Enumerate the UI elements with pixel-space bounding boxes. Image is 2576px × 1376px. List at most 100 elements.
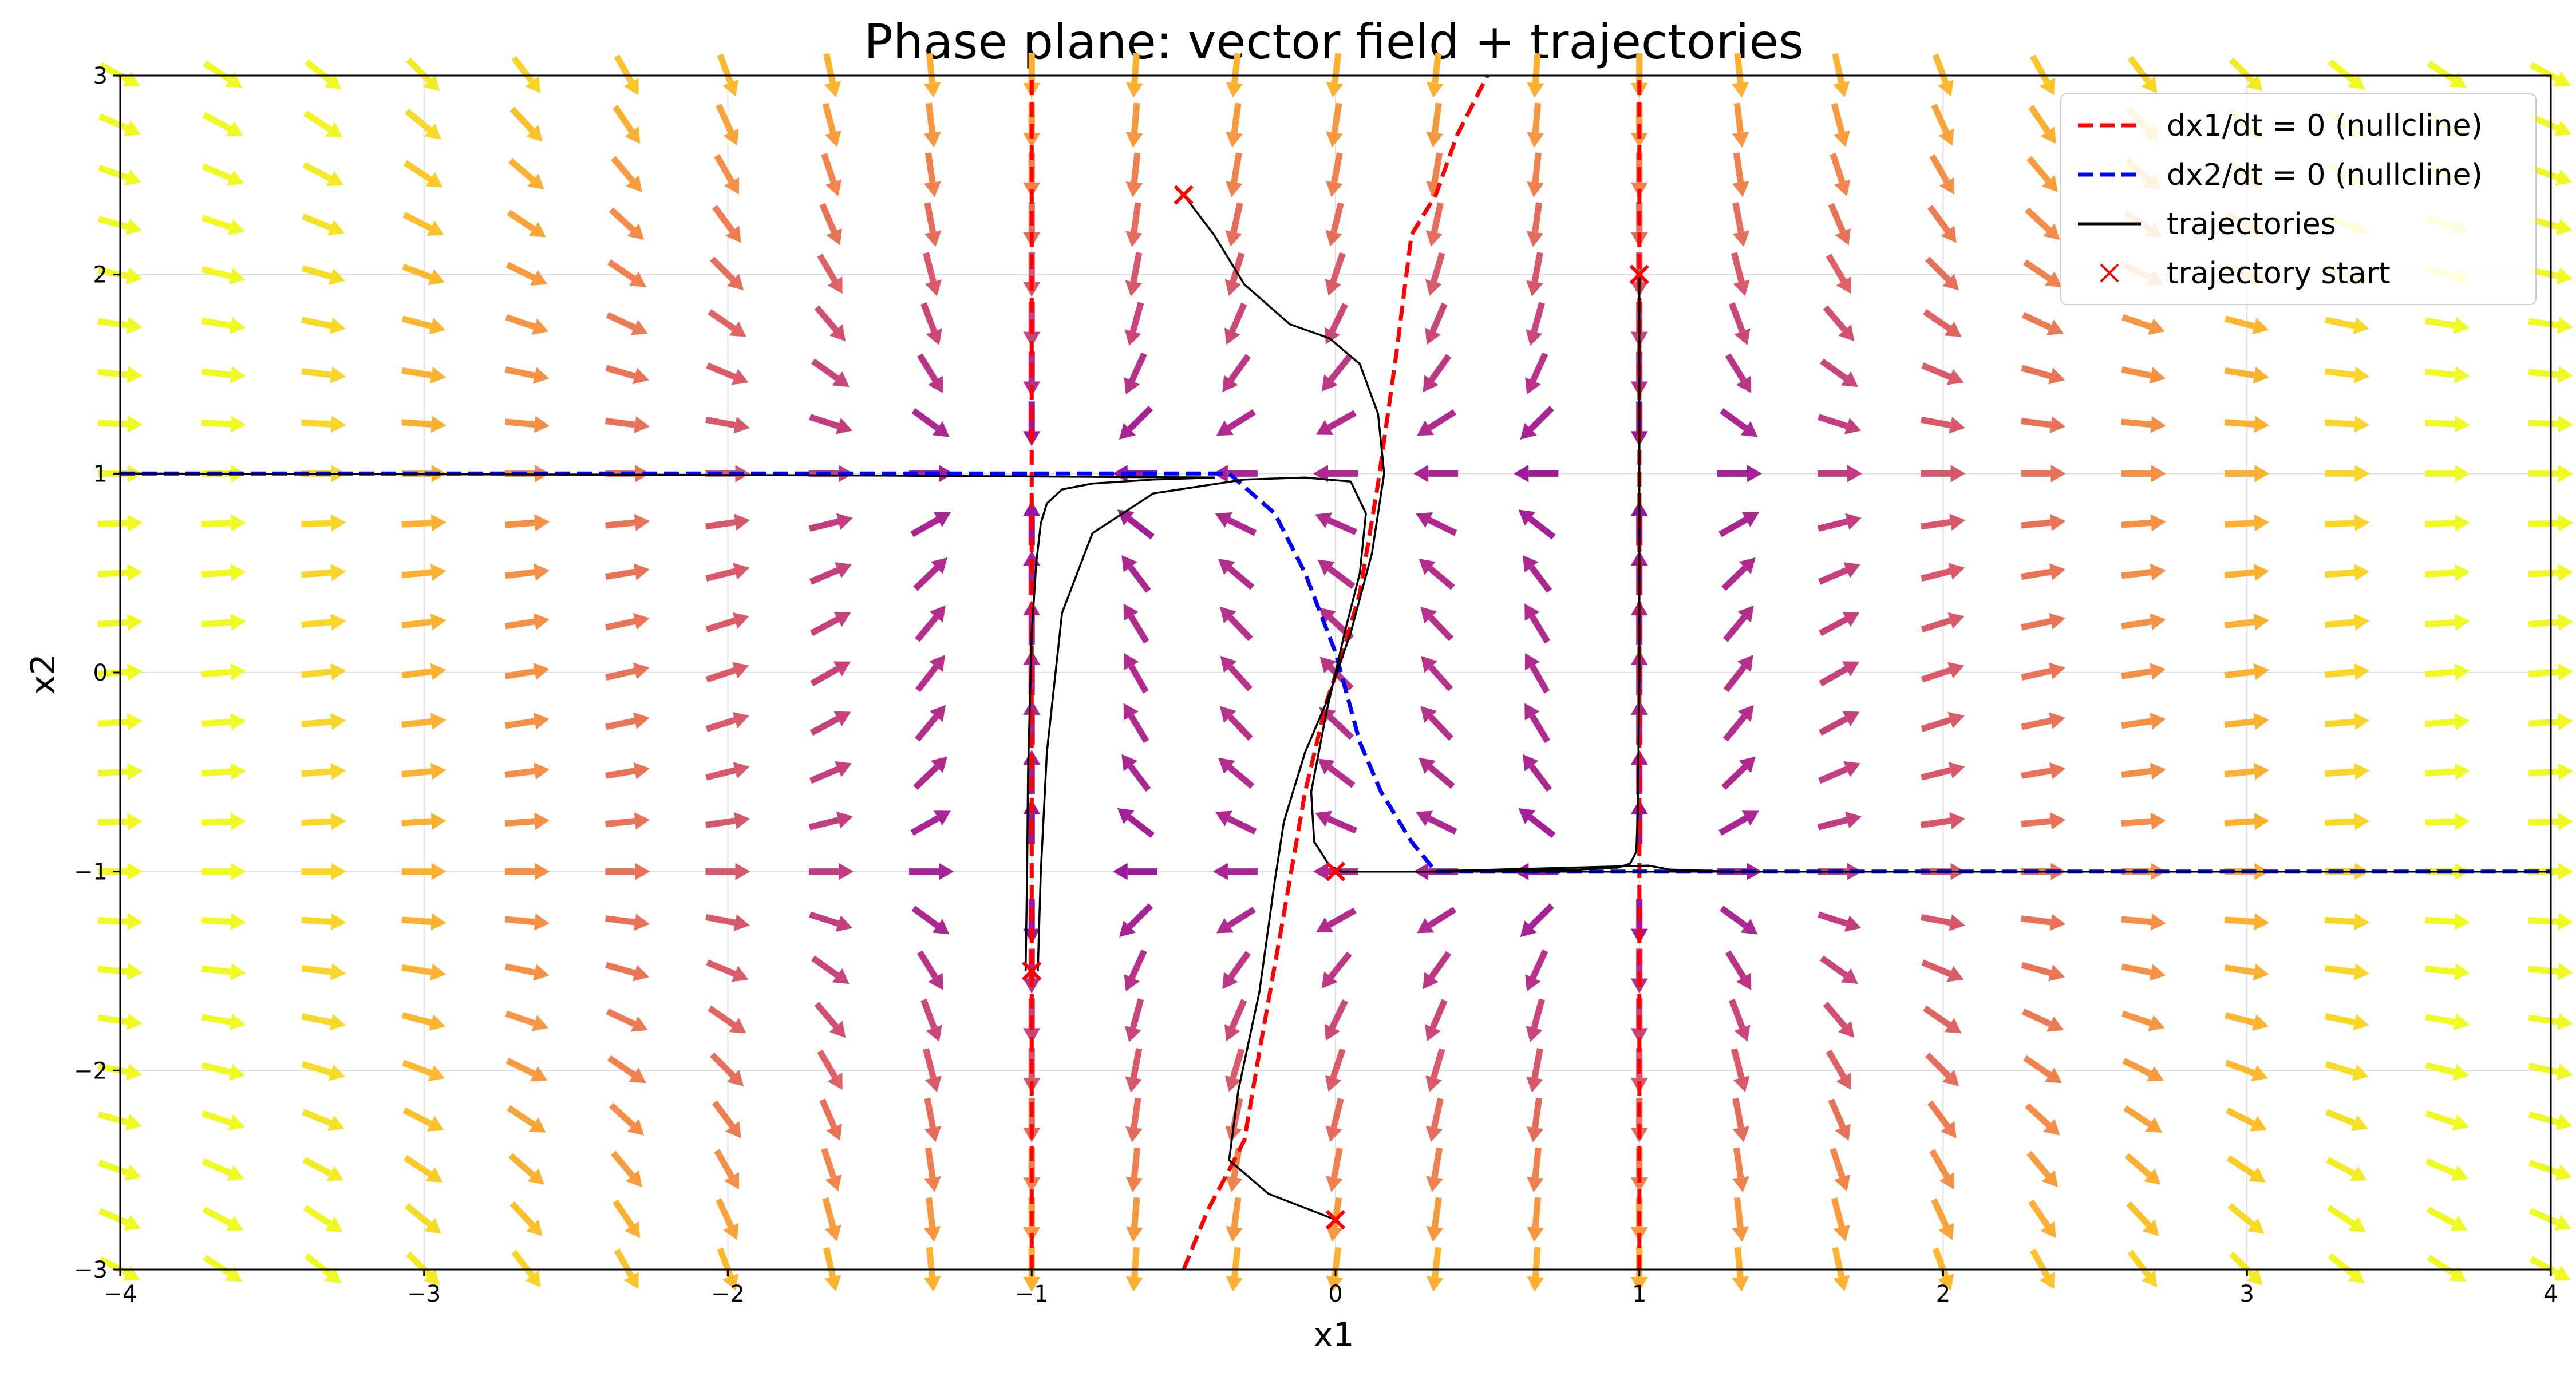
vector-arrow <box>505 262 548 286</box>
vector-arrow <box>2021 312 2064 335</box>
vector-arrow <box>1324 303 1348 345</box>
vector-arrow <box>1929 1149 1954 1190</box>
vector-arrow <box>822 102 841 147</box>
vector-arrow <box>1325 202 1344 247</box>
vector-arrow <box>2528 1063 2573 1081</box>
vector-arrow <box>2021 712 2065 730</box>
vector-arrow <box>1125 102 1143 148</box>
vector-arrow <box>97 216 142 235</box>
vector-arrow <box>819 203 842 246</box>
vector-arrow <box>1732 202 1750 247</box>
vector-arrow <box>2425 564 2470 582</box>
vector-arrow <box>1425 1097 1444 1142</box>
vector-arrow <box>612 1199 641 1239</box>
vector-arrow <box>401 514 447 532</box>
vector-arrow <box>2528 564 2573 582</box>
vector-arrow <box>1722 705 1754 742</box>
vector-arrow <box>1421 655 1453 691</box>
vector-arrow <box>2325 416 2370 433</box>
vector-arrow <box>923 1247 941 1292</box>
vector-arrow <box>2224 963 2269 981</box>
vector-arrow <box>1718 810 1759 836</box>
vector-arrow <box>301 963 346 980</box>
vector-arrow <box>2029 54 2055 96</box>
vector-arrow <box>607 259 646 287</box>
vector-arrow <box>2325 663 2370 681</box>
vector-arrow <box>1426 1197 1444 1242</box>
vector-arrow <box>809 911 853 932</box>
vector-arrow <box>1927 205 1957 243</box>
vector-arrow <box>2229 1251 2263 1286</box>
legend-box <box>2060 93 2537 305</box>
vector-arrow <box>605 812 650 830</box>
vector-arrow <box>605 712 650 730</box>
vector-arrow <box>1923 309 1962 337</box>
vector-arrow <box>1224 1048 1245 1092</box>
vector-arrow <box>614 1248 639 1290</box>
vector-arrow <box>2121 762 2166 780</box>
vector-arrow <box>1518 509 1556 540</box>
vector-arrow <box>1526 152 1544 197</box>
vector-arrow <box>511 56 541 94</box>
vector-arrow <box>2224 913 2270 931</box>
vector-arrow <box>1732 102 1749 148</box>
vector-arrow <box>2528 1013 2573 1031</box>
vector-arrow <box>2528 366 2573 383</box>
vector-arrow <box>712 1100 741 1138</box>
vector-arrow <box>821 153 842 196</box>
vector-arrow <box>509 106 543 142</box>
vector-arrow <box>913 756 948 790</box>
vector-arrow <box>1419 757 1455 789</box>
vector-arrow <box>1121 555 1151 593</box>
vector-arrow <box>201 1110 245 1131</box>
vector-arrow <box>97 317 143 334</box>
vector-arrow <box>2427 1255 2467 1282</box>
vector-arrow <box>923 53 941 98</box>
vector-arrow <box>201 266 246 285</box>
vector-arrow <box>98 1160 141 1181</box>
vector-arrow <box>1425 252 1445 296</box>
vector-arrow <box>2028 105 2056 144</box>
vector-arrow <box>1720 906 1758 935</box>
vector-arrow <box>923 1048 942 1093</box>
vector-arrow <box>2121 563 2166 581</box>
y-tick-label: 2 <box>93 262 108 288</box>
vector-arrow <box>2528 415 2573 433</box>
vector-arrow <box>2121 1010 2165 1031</box>
vector-arrow <box>1718 512 1759 537</box>
vector-arrow <box>716 1198 739 1240</box>
vector-arrow <box>401 713 447 730</box>
vector-arrow <box>717 1247 739 1291</box>
vector-arrow <box>1527 102 1544 148</box>
vector-arrow <box>1325 1098 1344 1142</box>
vector-arrow <box>1932 53 1954 97</box>
vector-arrow <box>301 613 346 631</box>
vector-arrow <box>605 612 650 631</box>
legend-label: dx2/dt = 0 (nullcline) <box>2167 158 2483 192</box>
vector-arrow <box>819 1098 842 1141</box>
y-axis-label: x2 <box>23 654 62 694</box>
vector-arrow <box>1717 465 1762 483</box>
vector-arrow <box>1932 1247 1954 1291</box>
vector-arrow <box>2121 713 2166 730</box>
vector-arrow <box>1124 352 1147 395</box>
vector-arrow <box>1817 812 1862 831</box>
vector-arrow <box>1730 252 1750 296</box>
vector-arrow <box>1413 465 1459 483</box>
vector-arrow <box>717 53 739 97</box>
vector-arrow <box>402 212 444 236</box>
vector-arrow <box>401 813 447 831</box>
vector-arrow <box>923 102 941 148</box>
vector-arrow <box>2226 1155 2266 1183</box>
vector-arrow <box>504 563 550 581</box>
vector-arrow <box>2029 1248 2055 1290</box>
vector-arrow <box>1921 513 1966 531</box>
vector-arrow <box>1119 405 1153 440</box>
vector-arrow <box>97 813 143 831</box>
vector-arrow <box>607 1055 646 1084</box>
vector-arrow <box>1828 203 1851 246</box>
vector-arrow <box>301 713 346 730</box>
vector-arrow <box>1219 706 1253 741</box>
vector-arrow <box>2021 563 2066 580</box>
vector-arrow <box>1832 1247 1850 1292</box>
